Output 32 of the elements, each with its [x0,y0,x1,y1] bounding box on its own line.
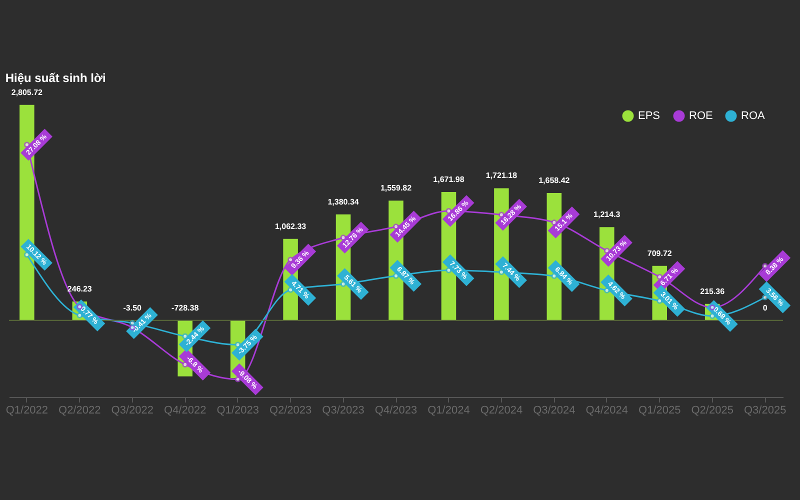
legend-label: ROE [689,110,713,122]
data-label: 2,805.72 [11,88,44,97]
data-label: 1,671.98 [433,175,465,184]
x-tick-label: Q2/2022 [58,404,101,416]
x-tick-label: Q2/2023 [269,404,312,416]
legend-label: EPS [638,110,660,122]
data-label: 1,721.18 [486,171,518,180]
data-label: 1,062.33 [274,222,307,231]
x-tick-label: Q4/2023 [374,404,418,416]
x-tick-label: Q2/2024 [480,404,523,416]
x-tick-label: Q1/2022 [6,404,48,416]
x-tick-label: Q4/2022 [164,404,206,416]
data-label: 215.36 [700,286,726,296]
x-tick-label: Q3/2023 [322,404,364,416]
chart-title: Hiệu suất sinh lời [5,70,106,85]
x-tick-label: Q4/2024 [586,404,628,416]
data-label: 1,380.34 [328,197,360,206]
x-tick-label: Q2/2025 [691,404,734,416]
x-tick-label: Q3/2024 [533,404,576,416]
x-tick-label: Q3/2025 [744,404,786,416]
x-tick-label: Q3/2022 [111,404,154,416]
x-tick-label: Q1/2025 [638,404,681,416]
data-label: -3.50 [123,303,142,312]
data-label: -728.38 [172,303,200,312]
data-label: 1,214.3 [594,210,621,220]
x-tick-label: Q1/2023 [216,404,259,416]
legend-label: ROA [741,110,766,122]
data-label: 709.72 [647,248,672,258]
data-label: 1,559.82 [380,184,412,193]
x-tick-label: Q1/2024 [428,404,470,416]
data-label: 0 [762,303,768,312]
data-label: 1,658.42 [538,176,570,186]
